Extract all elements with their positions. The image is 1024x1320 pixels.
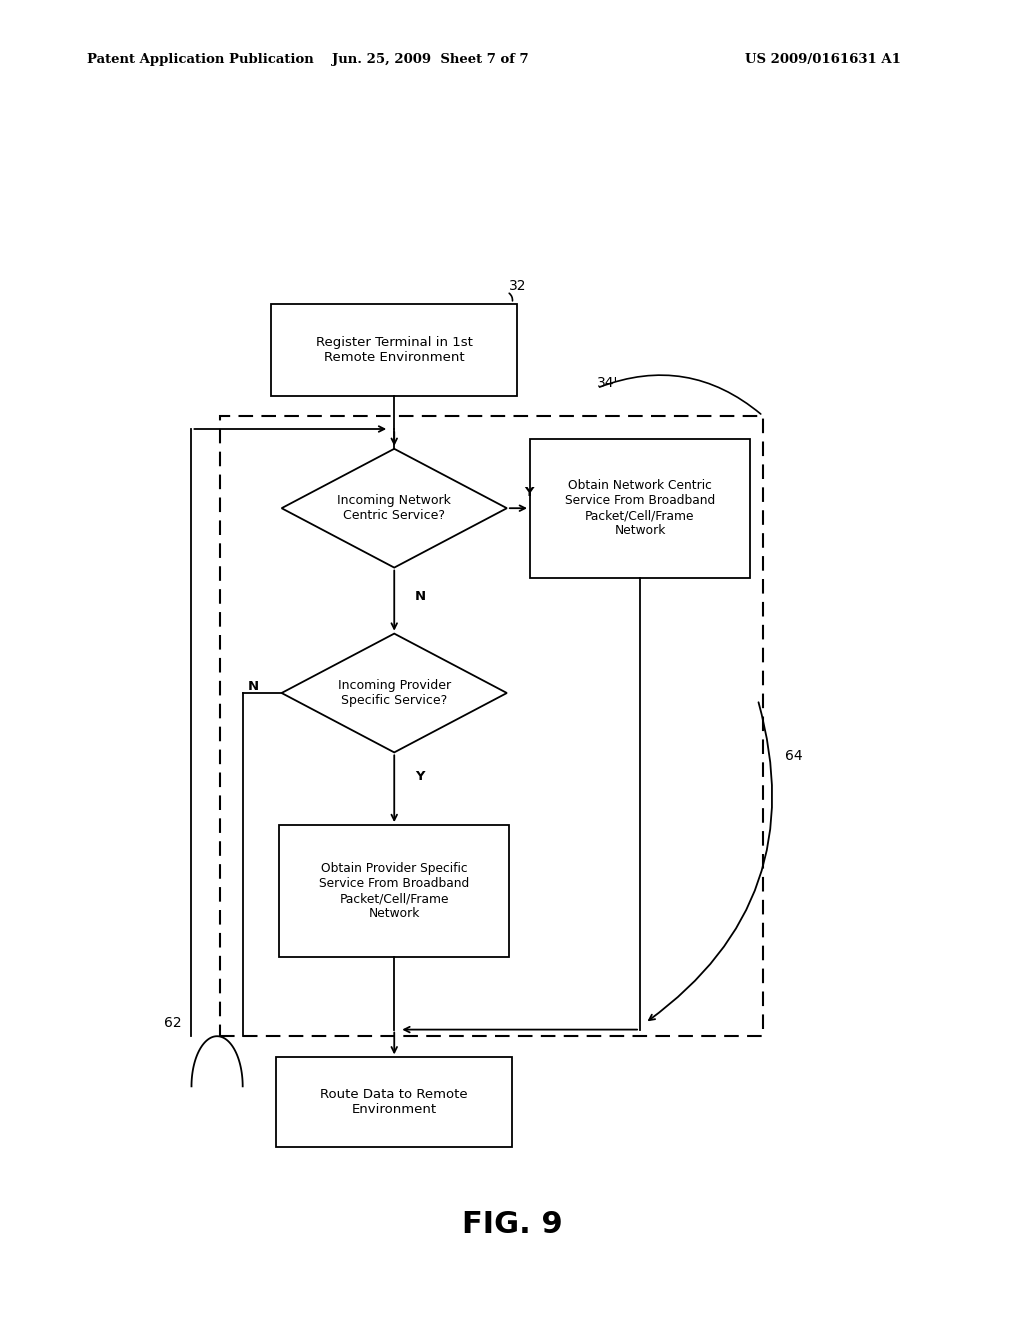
Text: Obtain Provider Specific
Service From Broadband
Packet/Cell/Frame
Network: Obtain Provider Specific Service From Br… xyxy=(319,862,469,920)
Text: Obtain Network Centric
Service From Broadband
Packet/Cell/Frame
Network: Obtain Network Centric Service From Broa… xyxy=(565,479,715,537)
FancyBboxPatch shape xyxy=(276,1057,512,1147)
FancyBboxPatch shape xyxy=(279,825,510,957)
Text: Jun. 25, 2009  Sheet 7 of 7: Jun. 25, 2009 Sheet 7 of 7 xyxy=(332,53,528,66)
Text: 32: 32 xyxy=(509,280,526,293)
Text: US 2009/0161631 A1: US 2009/0161631 A1 xyxy=(745,53,901,66)
FancyBboxPatch shape xyxy=(271,304,517,396)
Text: Incoming Network
Centric Service?: Incoming Network Centric Service? xyxy=(337,494,452,523)
Text: N: N xyxy=(415,590,425,603)
Text: Y: Y xyxy=(524,486,535,499)
Text: Incoming Provider
Specific Service?: Incoming Provider Specific Service? xyxy=(338,678,451,708)
Text: 34': 34' xyxy=(597,376,618,389)
Polygon shape xyxy=(282,634,507,752)
Text: 64: 64 xyxy=(785,748,803,763)
FancyBboxPatch shape xyxy=(530,438,750,578)
Text: N: N xyxy=(248,680,258,693)
Text: Route Data to Remote
Environment: Route Data to Remote Environment xyxy=(321,1088,468,1117)
Text: FIG. 9: FIG. 9 xyxy=(462,1210,562,1239)
Bar xyxy=(220,416,763,1036)
Text: 62: 62 xyxy=(164,1016,182,1030)
Text: Register Terminal in 1st
Remote Environment: Register Terminal in 1st Remote Environm… xyxy=(315,335,473,364)
Polygon shape xyxy=(282,449,507,568)
Text: Patent Application Publication: Patent Application Publication xyxy=(87,53,313,66)
Text: Y: Y xyxy=(415,770,425,783)
